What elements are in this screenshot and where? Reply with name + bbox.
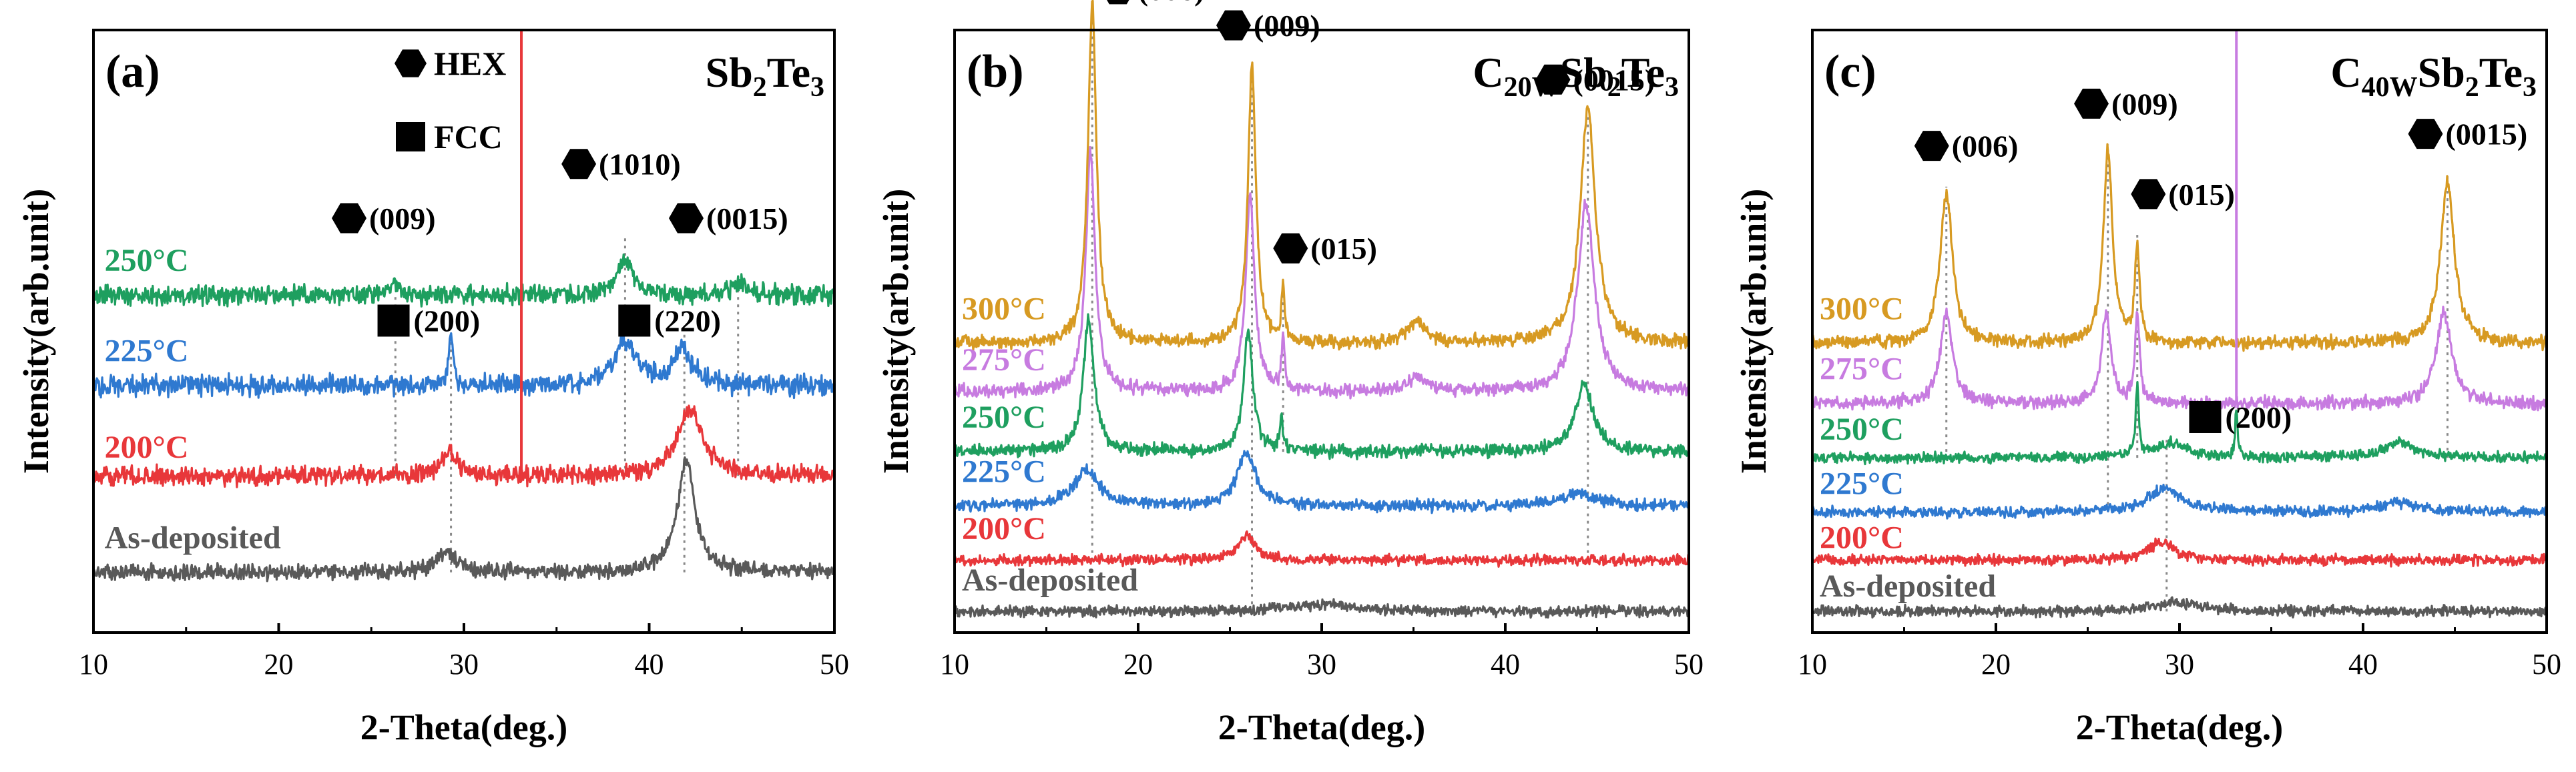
- square-icon: [396, 122, 425, 151]
- series-label: 275°C: [962, 342, 1046, 378]
- series-label: 250°C: [962, 400, 1046, 435]
- series-line-200-c: [92, 404, 836, 488]
- hexagon-icon: [332, 203, 366, 234]
- peak-label: (015): [2168, 177, 2235, 212]
- panel-label: (b): [967, 46, 1024, 97]
- peak-label: (009): [369, 202, 436, 236]
- series-label: As-deposited: [105, 520, 281, 556]
- peak-label: (1010): [599, 147, 681, 181]
- x-tick-label: 20: [1123, 648, 1153, 681]
- x-tick-label: 50: [2532, 648, 2561, 681]
- series-label: As-deposited: [962, 562, 1138, 598]
- panel-c: 10 20 30 40 50 2-Theta(deg.) Intensity(arb.uni…: [1734, 29, 2561, 747]
- series-line-300-c: [1811, 143, 2548, 352]
- panel-label: (a): [105, 46, 160, 97]
- hexagon-icon: [1914, 131, 1949, 161]
- hexagon-icon: [1273, 233, 1308, 264]
- series-line-as-deposited: [953, 598, 1690, 619]
- series-label: As-deposited: [1820, 568, 1996, 604]
- series-line-225-c: [92, 332, 836, 400]
- x-tick-label: 40: [1491, 648, 1520, 681]
- peak-label: (0015): [2446, 117, 2528, 151]
- chart-title: Sb2Te3: [706, 49, 824, 103]
- x-axis-label: 2-Theta(deg.): [2076, 707, 2283, 747]
- x-tick-label: 30: [2165, 648, 2194, 681]
- x-tick-label: 10: [940, 648, 969, 681]
- series-label: 200°C: [962, 511, 1046, 546]
- peak-label: (0015): [706, 202, 788, 236]
- series-line-250-c: [92, 253, 836, 308]
- y-axis-label: Intensity(arb.unit): [876, 189, 916, 474]
- x-tick-label: 10: [1798, 648, 1827, 681]
- legend-label: FCC: [434, 118, 503, 155]
- series-line-250-c: [1811, 381, 2548, 466]
- series-label: 300°C: [1820, 291, 1904, 326]
- x-tick-label: 50: [820, 648, 849, 681]
- y-axis-label: Intensity(arb.unit): [1734, 189, 1774, 474]
- series-label: 300°C: [962, 291, 1046, 326]
- series-line-200-c: [953, 530, 1690, 568]
- hexagon-icon: [1107, 0, 1129, 5]
- series-line-225-c: [953, 450, 1690, 514]
- hexagon-icon: [2131, 179, 2166, 210]
- hexagon-icon: [561, 149, 597, 179]
- series-line-225-c: [1811, 483, 2548, 520]
- peak-label: (015): [1310, 232, 1377, 266]
- series-line-as-deposited: [1812, 596, 2548, 619]
- series-label: 200°C: [105, 430, 189, 465]
- series-line-275-c: [1811, 306, 2548, 412]
- hexagon-icon: [2408, 119, 2443, 149]
- x-tick-label: 40: [635, 648, 664, 681]
- x-tick-label: 40: [2348, 648, 2378, 681]
- square-icon: [2189, 400, 2222, 433]
- peak-label: (009): [1254, 9, 1320, 43]
- peak-label: (200): [2226, 400, 2292, 434]
- series-line-250-c: [953, 313, 1690, 460]
- x-tick-label: 20: [1981, 648, 2011, 681]
- x-tick-label: 10: [79, 648, 108, 681]
- x-tick-label: 30: [449, 648, 479, 681]
- series-label: 250°C: [105, 243, 189, 278]
- peak-label: (220): [654, 304, 721, 338]
- legend-label: HEX: [434, 45, 506, 82]
- series-line-as-deposited: [92, 456, 836, 583]
- series-label: 225°C: [105, 334, 189, 369]
- hexagon-icon: [1216, 10, 1251, 41]
- series-label: 225°C: [1820, 466, 1904, 501]
- hexagon-icon: [669, 203, 704, 234]
- square-icon: [377, 304, 410, 337]
- panel-label: (c): [1824, 46, 1876, 97]
- peak-label: (009): [2111, 87, 2178, 121]
- x-axis-label: 2-Theta(deg.): [360, 707, 567, 747]
- hexagon-icon: [2074, 88, 2109, 119]
- series-label: 275°C: [1820, 352, 1904, 387]
- y-axis-label: Intensity(arb.unit): [16, 189, 56, 474]
- x-tick-label: 50: [1674, 648, 1704, 681]
- peak-label: (200): [414, 304, 481, 338]
- series-label: 225°C: [962, 454, 1046, 489]
- x-tick-label: 30: [1307, 648, 1336, 681]
- series-label: 200°C: [1820, 520, 1904, 556]
- series-line-200-c: [1811, 537, 2548, 568]
- square-icon: [618, 304, 651, 337]
- series-line-300-c: [953, 0, 1690, 351]
- chart-title: C40WSb2Te3: [2330, 49, 2537, 103]
- peak-label: (006): [1952, 129, 2019, 163]
- series-line-275-c: [953, 145, 1690, 400]
- panel-b: 10 20 30 40 50 2-Theta(deg.) Intensity(arb.uni…: [876, 0, 1704, 747]
- x-tick-label: 20: [264, 648, 294, 681]
- hexagon-icon: [395, 49, 427, 77]
- x-axis-label: 2-Theta(deg.): [1218, 707, 1425, 747]
- series-label: 250°C: [1820, 412, 1904, 447]
- hexagon-icon: [1535, 64, 1571, 95]
- peak-label: (006): [1138, 0, 1205, 7]
- panel-a: 10 20 30 40 50 2-Theta(deg.) Intensity(arb.uni…: [16, 29, 849, 747]
- peak-label: (0015): [1573, 63, 1655, 97]
